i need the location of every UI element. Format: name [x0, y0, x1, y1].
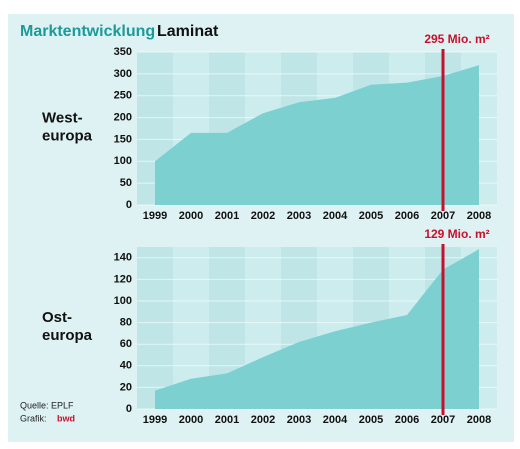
- x-tick-label: 2000: [179, 210, 203, 222]
- y-tick-label: 140: [114, 252, 132, 264]
- x-tick-label: 2002: [251, 210, 275, 222]
- x-tick-label: 2008: [467, 414, 491, 426]
- credit-label: Grafik:: [20, 413, 47, 423]
- source: Quelle: EPLF: [20, 400, 74, 410]
- x-tick-label: 2006: [395, 210, 419, 222]
- x-tick-label: 2007: [431, 210, 455, 222]
- y-tick-label: 40: [120, 360, 132, 372]
- y-tick-label: 100: [114, 295, 132, 307]
- credit: bwd: [57, 413, 75, 423]
- y-tick-label: 60: [120, 338, 132, 350]
- x-tick-label: 2004: [323, 414, 348, 426]
- y-tick-label: 0: [126, 403, 132, 415]
- x-tick-label: 2001: [215, 210, 239, 222]
- x-tick-label: 1999: [143, 210, 167, 222]
- y-tick-label: 0: [126, 199, 132, 211]
- x-tick-label: 2006: [395, 414, 419, 426]
- y-tick-label: 80: [120, 317, 132, 329]
- x-tick-label: 2004: [323, 210, 348, 222]
- subtitle: Laminat: [157, 23, 219, 40]
- y-tick-label: 200: [114, 111, 132, 123]
- x-tick-label: 2008: [467, 210, 491, 222]
- x-tick-label: 2005: [359, 210, 383, 222]
- y-tick-label: 300: [114, 68, 132, 80]
- y-tick-label: 250: [114, 90, 132, 102]
- y-tick-label: 100: [114, 155, 132, 167]
- annotation-label: 295 Mio. m²: [424, 32, 489, 46]
- area: [155, 249, 479, 409]
- column-band: [137, 247, 173, 409]
- region-label: europa: [42, 327, 93, 344]
- y-tick-label: 120: [114, 273, 132, 285]
- x-tick-label: 2002: [251, 414, 275, 426]
- x-tick-label: 2003: [287, 414, 311, 426]
- x-tick-label: 2001: [215, 414, 239, 426]
- y-tick-label: 150: [114, 133, 132, 145]
- area: [155, 65, 479, 205]
- title: Marktentwicklung: [20, 23, 155, 40]
- x-tick-label: 2000: [179, 414, 203, 426]
- x-tick-label: 2007: [431, 414, 455, 426]
- y-tick-label: 350: [114, 46, 132, 58]
- y-tick-label: 50: [120, 177, 132, 189]
- x-tick-label: 2005: [359, 414, 383, 426]
- y-tick-label: 20: [120, 381, 132, 393]
- x-tick-label: 1999: [143, 414, 167, 426]
- x-tick-label: 2003: [287, 210, 311, 222]
- annotation-label: 129 Mio. m²: [424, 227, 489, 241]
- region-label: europa: [42, 127, 93, 144]
- region-label: Ost-: [42, 309, 72, 326]
- region-label: West-: [42, 109, 83, 126]
